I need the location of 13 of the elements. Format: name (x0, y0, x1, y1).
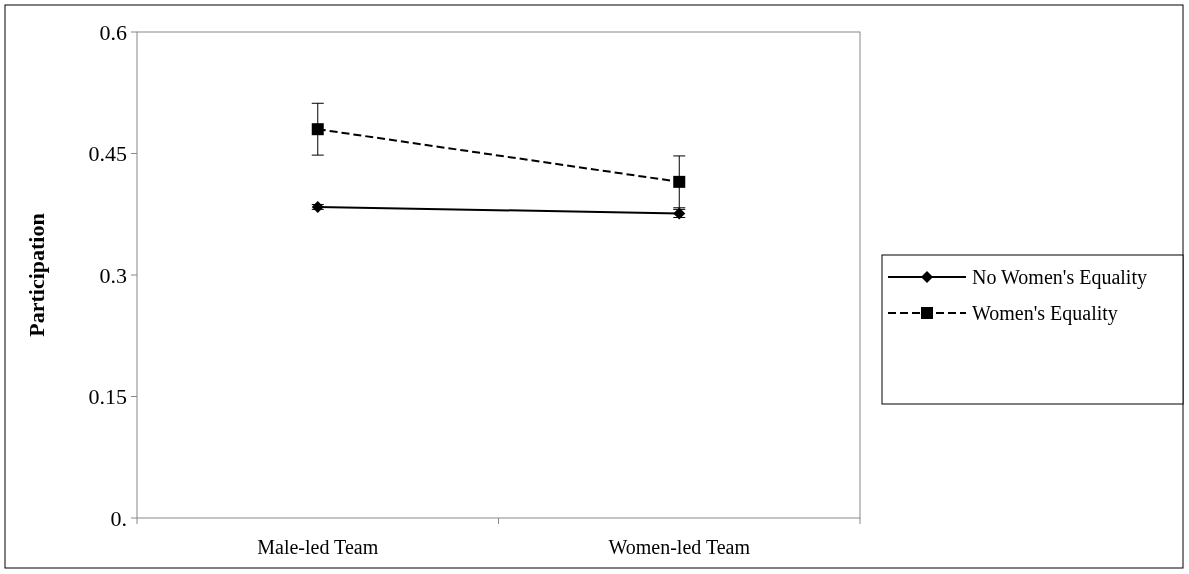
point (311, 123, 324, 136)
y-tick-label: 0.6 (99, 19, 127, 45)
x-tick-label: Male-led Team (257, 536, 379, 558)
point (311, 200, 324, 213)
y-tick-label: 0.3 (99, 262, 127, 288)
y-axis-title: Participation (24, 213, 49, 337)
x-tick-label: Women-led Team (608, 536, 751, 558)
y-tick-label: 0.45 (88, 141, 127, 167)
legend-label: No Women's Equality (972, 266, 1147, 289)
y-tick-label: 0.15 (88, 384, 127, 410)
point (673, 175, 686, 188)
legend-label: Women's Equality (972, 302, 1118, 325)
y-tick-label: 0. (110, 505, 127, 531)
